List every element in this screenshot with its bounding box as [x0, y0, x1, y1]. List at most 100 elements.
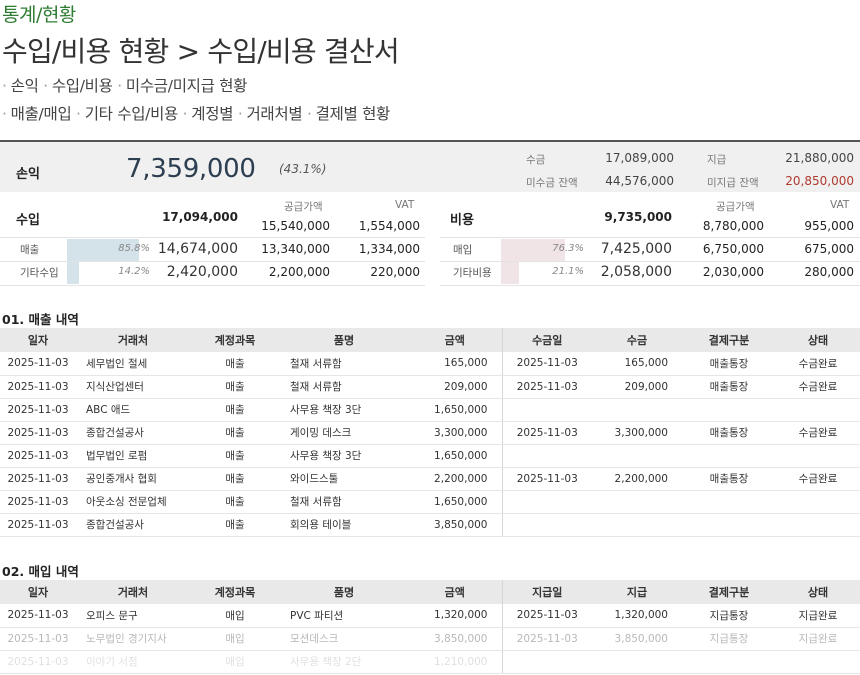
cell-vendor: 아웃소싱 전문업체	[76, 490, 190, 514]
nav-link-other-income-expense[interactable]: 기타 수입/비용	[84, 105, 179, 123]
expense-vat-other: 280,000	[804, 265, 854, 279]
cell-status	[776, 513, 860, 537]
table-row[interactable]: 2025-11-03 노무법인 경기지사 매입 모션데스크 3,850,000 2025-…	[0, 627, 860, 651]
cell-settle-amount: 1,320,000	[592, 604, 682, 628]
table-row[interactable]: 2025-11-03 공인중개사 협회 매출 와이드스툴 2,200,000 2025-1…	[0, 467, 860, 491]
cell-amount: 1,650,000	[408, 490, 503, 514]
cell-account: 매출	[190, 375, 280, 399]
cell-settle-date: 2025-11-03	[502, 375, 592, 399]
cell-vendor: 지식산업센터	[76, 375, 190, 399]
cell-vendor: 노무법인 경기지사	[76, 627, 190, 651]
cell-item: 철재 서류함	[280, 490, 408, 514]
cell-vendor: 종합건설공사	[76, 513, 190, 537]
column-header-status: 상태	[776, 580, 860, 604]
column-header-vendor: 거래처	[76, 328, 190, 352]
nav-link-income-expense[interactable]: 수입/비용	[51, 77, 113, 95]
profit-percent: (43.1%)	[279, 162, 327, 176]
column-header-account: 계정과목	[190, 580, 280, 604]
expense-total: 9,735,000	[604, 210, 672, 224]
column-header-settle-amount: 지급	[592, 580, 682, 604]
column-header-vendor: 거래처	[76, 580, 190, 604]
column-header-payment-type: 결제구분	[682, 580, 776, 604]
cell-payment-type: 지급통장	[682, 627, 776, 651]
cell-vendor: 이야기 서점	[76, 650, 190, 674]
table-row[interactable]: 2025-11-03 ABC 애드 매출 사무용 책장 3단 1,650,000	[0, 398, 860, 422]
nav-link-by-payment[interactable]: 결제별 현황	[315, 105, 391, 123]
table-row[interactable]: 2025-11-03 세무법인 절세 매출 철재 서류함 165,000 2025-11-…	[0, 352, 860, 376]
expense-ratio-purchase: 76.3%	[552, 243, 584, 254]
pay-label: 지급	[707, 154, 727, 166]
cell-settle-amount: 3,850,000	[592, 627, 682, 651]
income-supply-other: 2,200,000	[268, 265, 330, 279]
expense-supply-other: 2,030,000	[702, 265, 764, 279]
cell-date: 2025-11-03	[0, 604, 76, 628]
expense-ratio-bar-purchase	[501, 239, 566, 261]
expense-row-label-purchase: 매입	[453, 244, 473, 256]
cell-payment-type	[682, 398, 776, 422]
cell-date: 2025-11-03	[0, 398, 76, 422]
collect-label: 수금	[526, 154, 546, 166]
payable-value: 20,850,000	[785, 174, 854, 188]
cell-status: 지급완료	[776, 627, 860, 651]
sales-section-title: 01. 매출 내역	[2, 312, 79, 327]
nav-link-by-account[interactable]: 계정별	[191, 105, 234, 123]
cell-item: 게이밍 데스크	[280, 421, 408, 445]
income-supply-total: 15,540,000	[261, 219, 330, 233]
cell-amount: 1,320,000	[408, 604, 503, 628]
cell-item: PVC 파티션	[280, 604, 408, 628]
cell-payment-type: 지급통장	[682, 604, 776, 628]
table-row[interactable]: 2025-11-03 법무법인 로펌 매출 사무용 책장 3단 1,650,000	[0, 444, 860, 468]
cell-settle-date: 2025-11-03	[502, 604, 592, 628]
income-total: 17,094,000	[162, 210, 238, 224]
cell-item: 철재 서류함	[280, 375, 408, 399]
cell-vendor: 세무법인 절세	[76, 352, 190, 376]
income-row-label-sales: 매출	[20, 244, 40, 256]
table-row[interactable]: 2025-11-03 아웃소싱 전문업체 매출 철재 서류함 1,650,000	[0, 490, 860, 514]
nav-link-by-vendor[interactable]: 거래처별	[246, 105, 303, 123]
cell-payment-type	[682, 650, 776, 674]
table-row[interactable]: 2025-11-03 이야기 서점 매입 사무용 책장 2단 1,210,000	[0, 650, 860, 674]
table-row[interactable]: 2025-11-03 지식산업센터 매출 철재 서류함 209,000 2025-11-0…	[0, 375, 860, 399]
column-header-amount: 금액	[408, 328, 503, 352]
expense-supply-label: 공급가액	[716, 201, 755, 213]
cell-settle-date: 2025-11-03	[502, 421, 592, 445]
column-header-settle-amount: 수금	[592, 328, 682, 352]
page-title: 수입/비용 현황 > 수입/비용 결산서	[2, 35, 400, 68]
column-header-settle-date: 지급일	[502, 580, 592, 604]
income-vat-sales: 1,334,000	[358, 242, 420, 256]
nav-row-1: · 손익 · 수입/비용 · 미수금/미지급 현황	[2, 77, 248, 95]
cell-account: 매입	[190, 604, 280, 628]
table-row[interactable]: 2025-11-03 오피스 문구 매입 PVC 파티션 1,320,000 2025-1…	[0, 604, 860, 628]
nav-link-receivable-payable[interactable]: 미수금/미지급 현황	[125, 77, 248, 95]
nav-link-profit[interactable]: 손익	[10, 77, 39, 95]
table-row[interactable]: 2025-11-03 종합건설공사 매출 게이밍 데스크 3,300,000 2025-1…	[0, 421, 860, 445]
income-amount-sales: 14,674,000	[157, 241, 238, 257]
sales-header-row: 일자 거래처 계정과목 품명 금액 수금일 수금 결제구분 상태	[0, 328, 860, 352]
column-header-date: 일자	[0, 328, 76, 352]
cell-settle-date	[502, 513, 592, 537]
expense-vat-purchase: 675,000	[804, 242, 854, 256]
cell-account: 매입	[190, 650, 280, 674]
cell-vendor: 법무법인 로펌	[76, 444, 190, 468]
cell-item: 사무용 책장 3단	[280, 444, 408, 468]
column-header-status: 상태	[776, 328, 860, 352]
collect-value: 17,089,000	[605, 151, 674, 165]
cell-amount: 3,850,000	[408, 513, 503, 537]
cell-settle-amount	[592, 444, 682, 468]
purchases-header-row: 일자 거래처 계정과목 품명 금액 지급일 지급 결제구분 상태	[0, 580, 860, 604]
income-ratio-sales: 85.8%	[118, 243, 150, 254]
table-row[interactable]: 2025-11-03 종합건설공사 매출 회의용 테이블 3,850,000	[0, 513, 860, 537]
cell-item: 사무용 책장 2단	[280, 650, 408, 674]
cell-status: 수금완료	[776, 375, 860, 399]
income-vat-total: 1,554,000	[358, 219, 420, 233]
cell-settle-amount	[592, 490, 682, 514]
nav-link-sales-purchase[interactable]: 매출/매입	[10, 105, 72, 123]
column-header-account: 계정과목	[190, 328, 280, 352]
pay-value: 21,880,000	[785, 151, 854, 165]
cell-settle-amount: 3,300,000	[592, 421, 682, 445]
cell-settle-date	[502, 398, 592, 422]
expense-amount-purchase: 7,425,000	[600, 241, 672, 257]
cell-account: 매입	[190, 627, 280, 651]
cell-item: 사무용 책장 3단	[280, 398, 408, 422]
cell-payment-type	[682, 490, 776, 514]
